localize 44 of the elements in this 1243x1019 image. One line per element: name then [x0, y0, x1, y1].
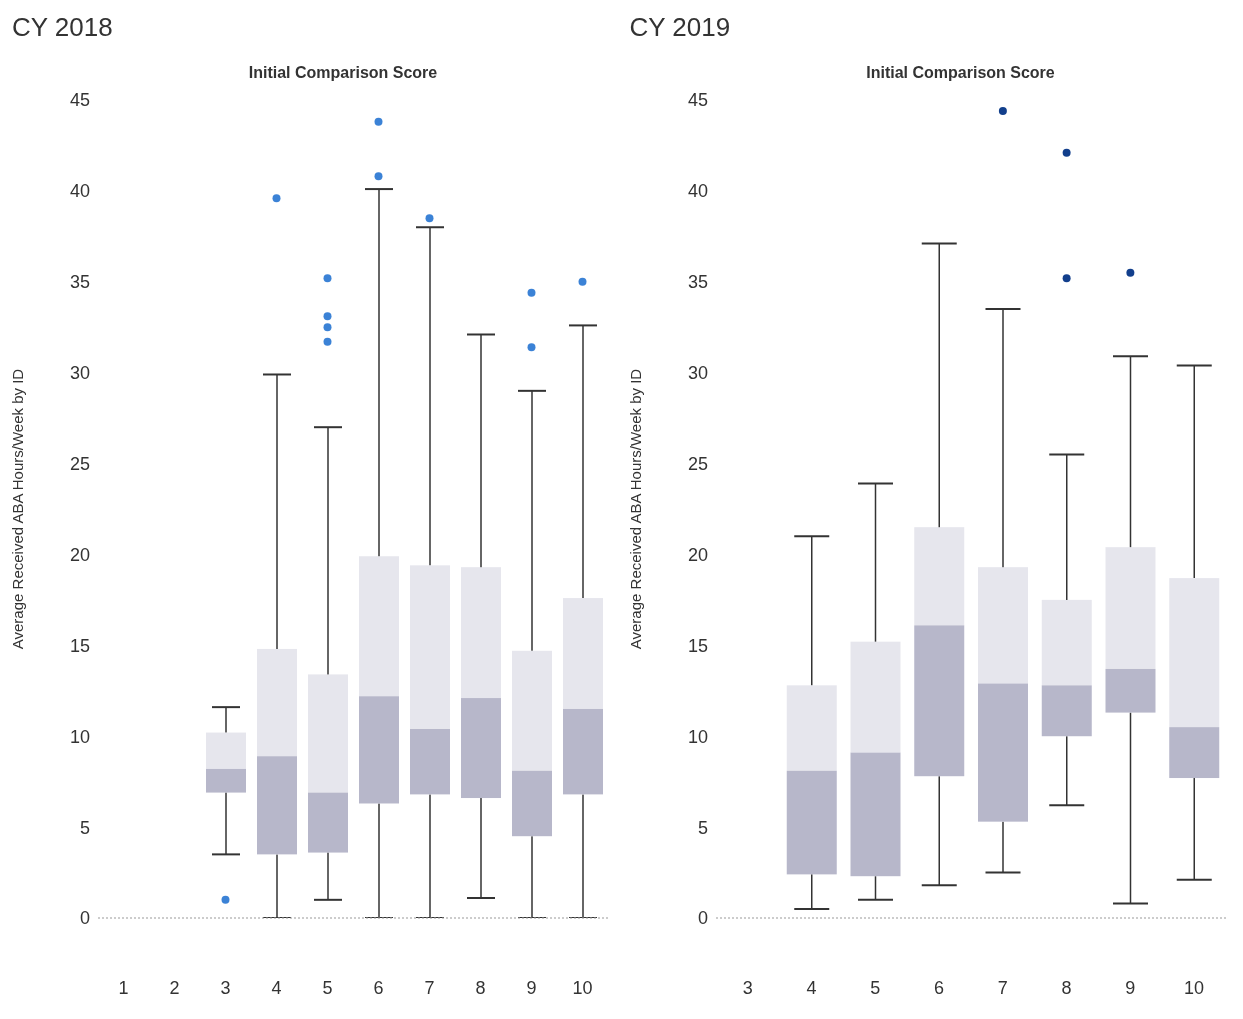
y-tick-label: 0	[697, 908, 708, 929]
x-tick-label: 8	[475, 977, 486, 998]
x-tick-label: 6	[373, 977, 384, 998]
x-tick-label: 10	[572, 977, 593, 998]
y-tick-label: 10	[69, 726, 90, 747]
y-tick-label: 20	[69, 544, 90, 565]
chart-subtitle: Initial Comparison Score	[247, 64, 439, 82]
x-tick-label: 9	[1124, 977, 1135, 998]
y-tick-label: 15	[69, 635, 90, 656]
x-tick-label: 7	[424, 977, 435, 998]
y-tick-label: 30	[69, 363, 90, 384]
y-tick-label: 35	[69, 272, 90, 293]
x-tick-label: 3	[220, 977, 231, 998]
y-tick-label: 40	[687, 181, 708, 202]
y-tick-label: 40	[69, 181, 90, 202]
y-tick-label: 20	[687, 544, 708, 565]
y-axis-title: Average Received ABA Hours/Week by ID	[9, 368, 27, 650]
x-tick-label: 7	[997, 977, 1008, 998]
x-tick-label: 10	[1183, 977, 1204, 998]
x-tick-label: 4	[806, 977, 817, 998]
y-tick-label: 25	[687, 453, 708, 474]
x-tick-label: 1	[118, 977, 129, 998]
x-tick-label: 2	[169, 977, 180, 998]
x-tick-label: 3	[742, 977, 753, 998]
chart-title: CY 2019	[629, 12, 731, 43]
chart-title: CY 2018	[12, 12, 113, 43]
y-tick-label: 5	[697, 817, 708, 838]
x-tick-label: 5	[869, 977, 880, 998]
y-axis-title: Average Received ABA Hours/Week by ID	[626, 368, 644, 650]
x-tick-label: 6	[933, 977, 944, 998]
y-tick-label: 25	[69, 453, 90, 474]
y-tick-label: 5	[79, 817, 90, 838]
y-tick-label: 15	[687, 635, 708, 656]
y-tick-label: 0	[79, 908, 90, 929]
x-tick-label: 9	[526, 977, 537, 998]
x-tick-label: 4	[271, 977, 282, 998]
y-tick-label: 45	[69, 90, 90, 111]
x-tick-label: 5	[322, 977, 333, 998]
y-tick-label: 30	[687, 363, 708, 384]
x-tick-label: 8	[1061, 977, 1072, 998]
y-tick-label: 10	[687, 726, 708, 747]
y-tick-label: 35	[687, 272, 708, 293]
chart-subtitle: Initial Comparison Score	[865, 64, 1056, 82]
y-tick-label: 45	[687, 90, 708, 111]
